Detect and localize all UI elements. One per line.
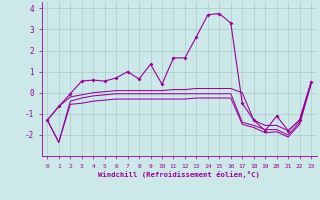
X-axis label: Windchill (Refroidissement éolien,°C): Windchill (Refroidissement éolien,°C) [98, 171, 260, 178]
